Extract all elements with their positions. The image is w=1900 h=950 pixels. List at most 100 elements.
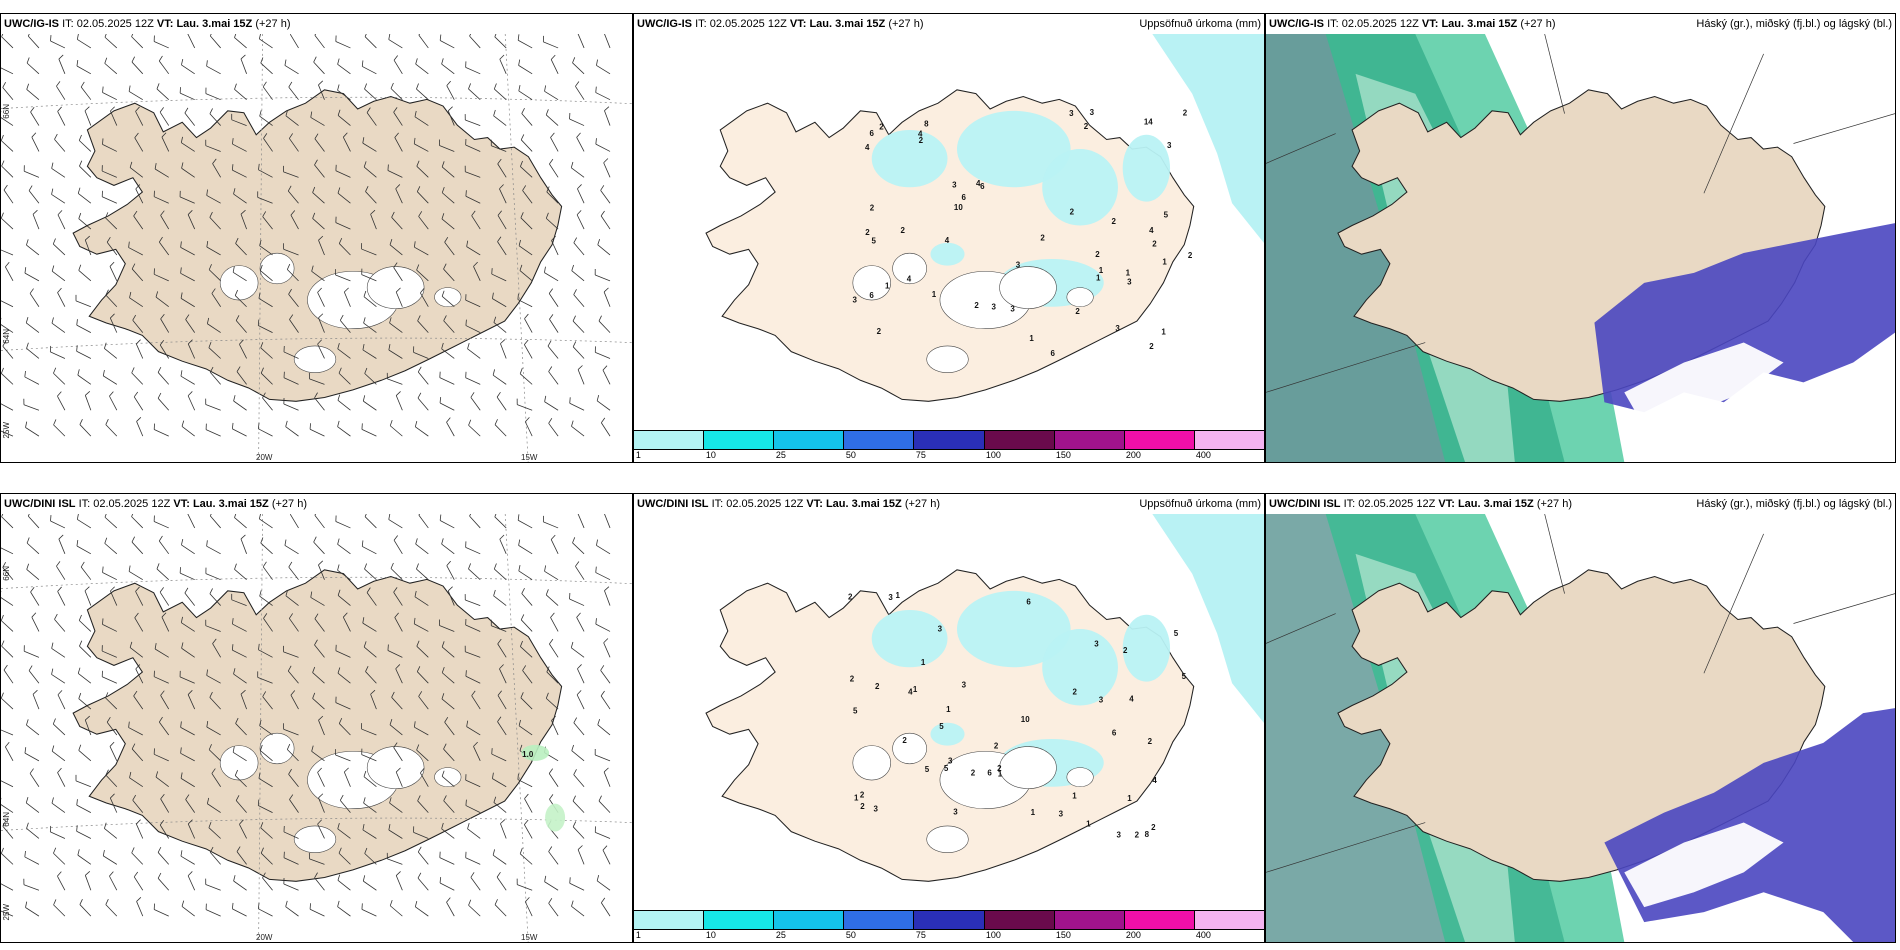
precip-area	[1042, 629, 1118, 706]
wind-barb-feather	[362, 617, 365, 624]
wind-map: 1.0	[1, 514, 632, 942]
wind-barb	[499, 188, 507, 204]
wind-barb-feather	[446, 417, 451, 423]
wind-barb-feather	[32, 689, 38, 695]
wind-barb-feather	[136, 417, 142, 422]
wind-barb	[32, 694, 40, 710]
wind-barb-feather	[390, 562, 394, 569]
precip-value: 2	[1188, 251, 1193, 260]
colorbar-tick: 200	[1125, 930, 1141, 940]
wind-barb	[235, 243, 247, 256]
wind-barb-feather	[232, 266, 235, 273]
precip-area	[871, 129, 948, 188]
wind-barb	[236, 371, 247, 385]
wind-barb	[205, 404, 221, 411]
wind-barb-feather	[3, 184, 8, 191]
wind-barb	[335, 170, 351, 178]
wind-barb	[318, 797, 325, 813]
wind-barb-feather	[181, 162, 184, 169]
wind-barb-feather	[361, 540, 364, 547]
wind-barb	[596, 545, 611, 555]
wind-barb-feather	[441, 770, 445, 777]
colorbar-tick: 50	[845, 450, 856, 460]
wind-barb-feather	[338, 847, 342, 854]
wind-barb-feather	[180, 370, 183, 377]
precip-value: 2	[1084, 122, 1089, 131]
wind-barb-feather	[29, 768, 34, 774]
wind-barb	[289, 799, 299, 813]
wind-barb-feather	[339, 314, 344, 321]
panel-header: UWC/DINI ISL IT: 02.05.2025 12Z VT: Lau.…	[1266, 494, 1895, 514]
wind-barb	[571, 167, 585, 178]
wind-barb-feather	[497, 236, 502, 242]
colorbar-tick: 100	[985, 450, 1001, 460]
wind-barb	[337, 348, 351, 359]
wind-barb	[465, 325, 481, 333]
wind-barb	[181, 647, 195, 658]
wind-barb-feather	[413, 721, 416, 728]
wind-barb	[362, 546, 377, 555]
wind-barb-feather	[417, 315, 421, 321]
wind-barb-feather	[54, 133, 58, 140]
wind-barb	[153, 521, 169, 529]
wind-barb-feather	[493, 83, 497, 90]
wind-barb-feather	[420, 288, 425, 294]
wind-barb-feather	[206, 60, 208, 67]
wind-barb-feather	[576, 690, 582, 696]
wind-barb	[258, 649, 273, 658]
precip-value: 4	[907, 274, 912, 283]
wind-barb-feather	[26, 563, 30, 570]
model-name: UWC/DINI ISL	[4, 498, 76, 510]
glacier	[434, 767, 462, 788]
wind-barb	[314, 514, 325, 529]
wind-barb	[395, 395, 403, 411]
wind-barb-feather	[78, 212, 82, 219]
wind-barb	[212, 643, 221, 658]
wind-barb-feather	[596, 874, 600, 881]
wind-barb	[446, 565, 455, 580]
wind-barb	[518, 65, 533, 75]
wind-barb	[573, 294, 585, 307]
wind-barb	[78, 140, 92, 152]
wind-barb	[155, 776, 169, 788]
wind-barb-feather	[257, 422, 260, 429]
wind-barb-feather	[441, 666, 445, 673]
wind-barb	[1, 516, 14, 529]
wind-barb	[494, 424, 507, 437]
wind-barb-feather	[131, 536, 135, 543]
wind-barb	[441, 828, 455, 839]
wind-barb	[206, 726, 221, 736]
wind-barb	[180, 727, 195, 736]
wind-barb	[288, 566, 299, 580]
lat-label-66: 66N	[2, 566, 11, 581]
wind-barb	[135, 823, 144, 839]
wind-barb	[232, 271, 247, 282]
wind-barb-feather	[572, 821, 577, 828]
wind-barb	[439, 625, 455, 632]
precip-value: 1	[885, 281, 890, 290]
wind-barb	[262, 877, 273, 891]
wind-barb	[232, 143, 247, 152]
wind-barb	[24, 376, 40, 385]
wind-barb	[26, 322, 40, 333]
precip-value: 2	[1073, 688, 1078, 697]
wind-barb-feather	[395, 287, 401, 293]
precip-value: 14	[1144, 117, 1153, 126]
it-label: IT:	[1327, 18, 1339, 30]
wind-barb	[134, 617, 144, 632]
glacier	[219, 265, 259, 301]
wind-barb-feather	[517, 514, 520, 521]
wind-barb	[84, 239, 92, 256]
wind-barb	[84, 110, 92, 126]
precip-value: 2	[1123, 646, 1128, 655]
wind-barb	[161, 616, 170, 632]
wind-barb-feather	[158, 535, 163, 542]
wind-barb-feather	[388, 824, 391, 831]
wind-barb	[447, 110, 455, 126]
wind-barb-feather	[389, 419, 393, 426]
wind-barb-feather	[289, 794, 294, 800]
wind-barb	[318, 564, 325, 580]
wind-barb-feather	[573, 289, 577, 295]
wind-barb	[466, 246, 481, 256]
wind-barb	[84, 395, 92, 411]
